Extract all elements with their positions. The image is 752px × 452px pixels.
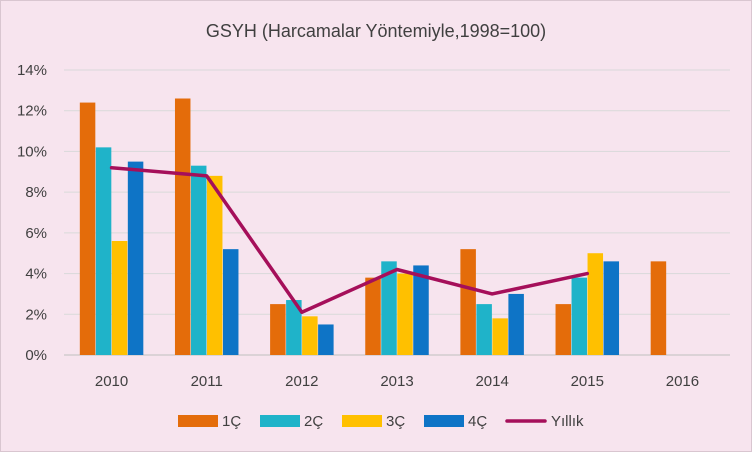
legend-swatch (178, 415, 218, 427)
bar (111, 241, 128, 355)
x-tick-label: 2011 (191, 373, 223, 390)
bar (413, 265, 429, 355)
y-tick-label: 14% (17, 62, 47, 79)
y-tick-label: 0% (25, 347, 47, 364)
bar (95, 147, 112, 355)
legend-label: 3Ç (386, 413, 405, 430)
legend-label: Yıllık (551, 413, 584, 430)
legend-label: 4Ç (468, 413, 487, 430)
x-tick-label: 2012 (285, 373, 318, 390)
bar (397, 273, 413, 355)
y-tick-label: 2% (25, 306, 47, 323)
y-tick-label: 10% (17, 143, 47, 160)
y-tick-label: 8% (25, 184, 47, 201)
bar (222, 249, 239, 355)
bar (365, 277, 381, 355)
bar (555, 304, 572, 355)
bar (270, 304, 286, 355)
legend-label: 2Ç (304, 413, 323, 430)
bar (508, 293, 524, 355)
bar (79, 102, 96, 355)
bar (460, 249, 476, 355)
y-tick-label: 6% (25, 225, 47, 242)
y-tick-label: 4% (25, 266, 47, 283)
legend-swatch (424, 415, 464, 427)
bar (127, 161, 144, 355)
annual-line (109, 165, 590, 314)
series-line (109, 165, 590, 314)
x-tick-label: 2014 (475, 373, 508, 390)
chart-title: GSYH (Harcamalar Yöntemiyle,1998=100) (206, 21, 546, 41)
bar (650, 261, 667, 355)
bar (174, 98, 191, 355)
bar (587, 253, 604, 355)
bar (603, 261, 620, 355)
bar (476, 304, 492, 355)
x-tick-label: 2016 (666, 373, 699, 390)
bar (571, 277, 588, 355)
x-tick-label: 2015 (571, 373, 604, 390)
legend: 1Ç 2Ç 3Ç 4Ç Yıllık (178, 413, 584, 430)
y-axis-ticks: 0% 2% 4% 6% 8% 10% 12% 14% (17, 62, 47, 364)
bar (492, 318, 508, 355)
legend-label: 1Ç (222, 413, 241, 430)
bar (381, 261, 397, 355)
bars (79, 98, 667, 355)
bar (286, 300, 302, 355)
y-tick-label: 12% (17, 103, 47, 120)
bar (318, 324, 334, 355)
x-tick-label: 2010 (95, 373, 128, 390)
bar (302, 316, 318, 355)
bar (190, 165, 207, 355)
legend-swatch (260, 415, 300, 427)
x-tick-label: 2013 (380, 373, 413, 390)
legend-swatch (342, 415, 382, 427)
bar (206, 175, 223, 355)
x-axis-ticks: 2010 2011 2012 2013 2014 2015 2016 (95, 373, 699, 390)
